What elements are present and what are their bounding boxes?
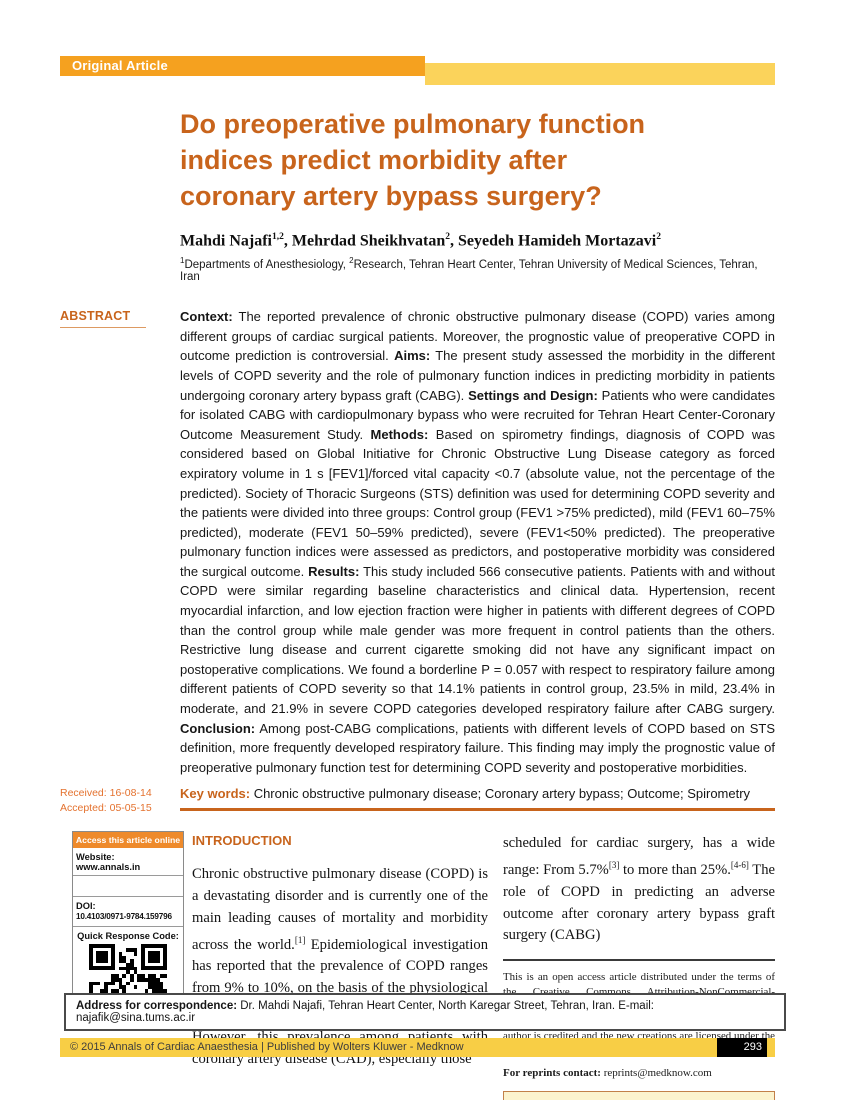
- accepted-date: Accepted: 05-05-15: [60, 801, 180, 816]
- correspondence-box: Address for correspondence: Dr. Mahdi Na…: [64, 993, 786, 1031]
- page-number: 293: [717, 1038, 767, 1057]
- qr-finder-icon: [141, 944, 167, 971]
- body-text: The role of COPD in predicting an advers…: [503, 862, 775, 944]
- article-body: Access this article online Website: www.…: [60, 831, 775, 1100]
- affiliations-line: 1Departments of Anesthesiology, 2Researc…: [180, 256, 775, 283]
- qr-code-label: Quick Response Code:: [77, 931, 179, 942]
- affiliation-marker: 2: [349, 256, 354, 266]
- authors-line: Mahdi Najafi1,2, Mehrdad Sheikhvatan2, S…: [180, 232, 775, 250]
- title-line: indices predict morbidity after: [180, 145, 568, 175]
- reference-marker[interactable]: [4-6]: [730, 860, 749, 871]
- doi-value: 10.4103/0971-9784.159796: [76, 912, 172, 922]
- keywords-column: Key words: Chronic obstructive pulmonary…: [180, 786, 775, 816]
- abstract-passage: The reported prevalence of chronic obstr…: [180, 309, 775, 364]
- correspondence-label: Address for correspondence:: [76, 1000, 238, 1012]
- citation-box: Cite this article as: Najafi M, Sheikhva…: [503, 1090, 775, 1100]
- received-label: Received:: [60, 787, 107, 800]
- affiliation-text: Research, Tehran Heart Center, Tehran Un…: [180, 259, 758, 284]
- abstract-subheading: Methods:: [370, 426, 429, 442]
- keywords-divider-rule: [180, 808, 775, 812]
- title-line: Do preoperative pulmonary function: [180, 109, 646, 139]
- access-box-header: Access this article online: [73, 832, 183, 849]
- accepted-value: 05-05-15: [109, 802, 152, 815]
- reference-marker[interactable]: [1]: [294, 934, 306, 945]
- category-banner: Original Article: [60, 56, 425, 76]
- text-column-right: scheduled for cardiac surgery, has a wid…: [503, 831, 775, 1100]
- text-column-left: INTRODUCTION Chronic obstructive pulmona…: [192, 831, 488, 1070]
- author-affiliation-marker: 1,2: [272, 232, 284, 242]
- abstract-subheading: Aims:: [394, 348, 431, 364]
- decorative-yellow-bar: [425, 63, 775, 85]
- abstract-passage: Based on spirometry findings, diagnosis …: [180, 426, 775, 579]
- author-name: Mehrdad Sheikhvatan: [291, 232, 446, 250]
- received-date: Received: 16-08-14: [60, 786, 180, 801]
- received-accepted-dates: Received: 16-08-14 Accepted: 05-05-15: [60, 786, 180, 816]
- reprints-contact-line: For reprints contact: reprints@medknow.c…: [503, 1067, 775, 1079]
- abstract-passage: The present study assessed the morbidity…: [180, 348, 775, 403]
- abstract-heading: ABSTRACT: [60, 309, 146, 329]
- abstract-label-column: ABSTRACT: [60, 307, 180, 777]
- correspondence-text: Dr. Mahdi Najafi, Tehran Heart Center, N…: [237, 1000, 655, 1012]
- author-affiliation-marker: 2: [445, 232, 450, 242]
- author-separator: ,: [283, 232, 292, 250]
- qr-finder-icon: [89, 944, 115, 971]
- abstract-text: Context: The reported prevalence of chro…: [180, 307, 775, 777]
- affiliation-marker: 1: [180, 256, 185, 266]
- author-name: Seyedeh Hamideh Mortazavi: [458, 232, 657, 250]
- title-line: coronary artery bypass surgery?: [180, 181, 602, 211]
- abstract-subheading: Context:: [180, 309, 233, 325]
- abstract-subheading: Results:: [308, 563, 360, 579]
- abstract-subheading: Settings and Design:: [468, 387, 598, 403]
- website-row: Website: www.annals.in: [73, 848, 183, 877]
- reprints-label: For reprints contact:: [503, 1066, 601, 1079]
- author-affiliation-marker: 2: [656, 232, 661, 242]
- introduction-heading: INTRODUCTION: [192, 833, 292, 849]
- body-text: Chronic obstructive pulmonary disease (C…: [192, 866, 488, 953]
- abstract-subheading: Conclusion:: [180, 720, 256, 736]
- author-separator: ,: [450, 232, 458, 250]
- accepted-label: Accepted:: [60, 802, 107, 815]
- introduction-paragraph-continued: scheduled for cardiac surgery, has a wid…: [503, 833, 775, 947]
- received-value: 16-08-14: [109, 787, 152, 800]
- keywords-label: Key words:: [180, 786, 251, 802]
- category-label: Original Article: [72, 58, 168, 73]
- footnote-divider: [503, 959, 775, 962]
- header-bars: Original Article: [60, 56, 775, 86]
- abstract-passage: Among post-CABG complications, patients …: [180, 720, 775, 775]
- website-link[interactable]: www.annals.in: [76, 862, 141, 873]
- keywords-line: Key words: Chronic obstructive pulmonary…: [180, 786, 775, 801]
- website-label: Website:: [76, 852, 115, 863]
- abstract-section: ABSTRACT Context: The reported prevalenc…: [60, 307, 775, 777]
- copyright-line: © 2015 Annals of Cardiac Anaesthesia | P…: [70, 1041, 464, 1053]
- reprints-email-link[interactable]: reprints@medknow.com: [600, 1066, 712, 1079]
- affiliation-text: Departments of Anesthesiology,: [184, 259, 350, 272]
- doi-label: DOI:: [76, 901, 96, 912]
- keywords-text: Chronic obstructive pulmonary disease; C…: [250, 786, 751, 802]
- empty-row: [73, 876, 183, 898]
- doi-row: DOI: 10.4103/0971-9784.159796: [73, 897, 183, 928]
- correspondence-email-link[interactable]: najafik@sina.tums.ac.ir: [76, 1012, 196, 1024]
- reference-marker[interactable]: [3]: [608, 860, 620, 871]
- body-text: to more than 25%.: [619, 862, 731, 879]
- abstract-passage: This study included 566 consecutive pati…: [180, 563, 775, 717]
- body-text: scheduled for cardiac surgery, has a wid…: [503, 835, 775, 879]
- abstract-passage: Patients who were candidates for isolate…: [180, 387, 775, 442]
- author-name: Mahdi Najafi: [180, 232, 272, 250]
- page-footer-bar: © 2015 Annals of Cardiac Anaesthesia | P…: [60, 1038, 775, 1057]
- article-title: Do preoperative pulmonary function indice…: [180, 106, 775, 214]
- dates-keywords-row: Received: 16-08-14 Accepted: 05-05-15 Ke…: [60, 786, 775, 816]
